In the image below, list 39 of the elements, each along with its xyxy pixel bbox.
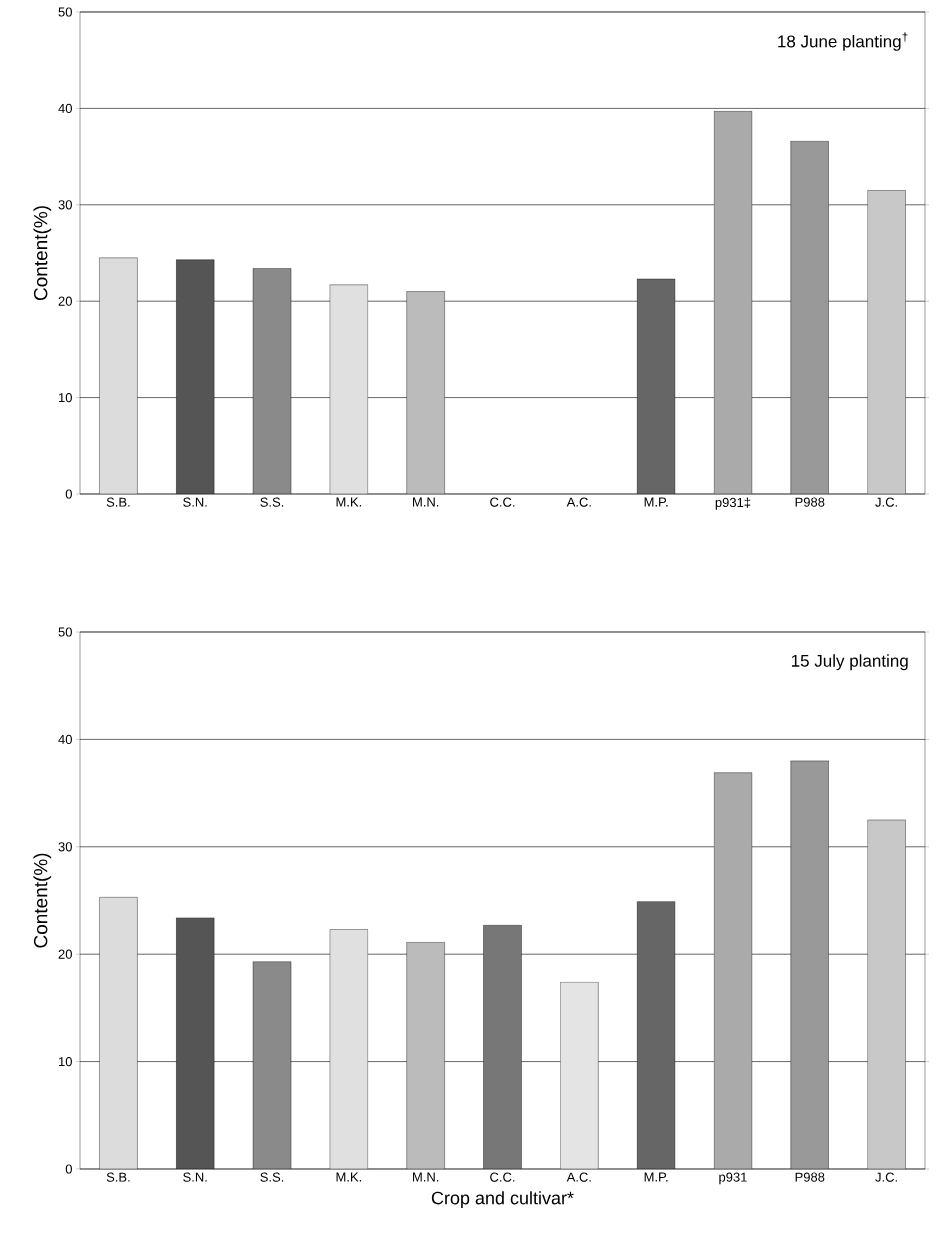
x-tick-label: S.N. (183, 497, 207, 507)
y-tick-label: 40 (58, 103, 72, 113)
annotation: 15 July planting (791, 654, 908, 671)
x-tick-label: M.N. (413, 1172, 439, 1182)
y-tick-label: 10 (59, 392, 72, 403)
y-tick-label: 30 (58, 842, 72, 852)
x-tick-label: p931‡ (715, 497, 751, 510)
x-tick-label: M.P. (644, 497, 668, 507)
x-tick-label: S.S. (260, 497, 284, 507)
y-tick-label: 0 (65, 489, 72, 499)
x-tick-label: M.N. (413, 497, 439, 507)
x-tick-label: S.B. (106, 497, 130, 507)
y-tick-label: 30 (58, 200, 72, 210)
x-tick-label: P988 (795, 497, 825, 507)
x-tick-label: J.C. (875, 1172, 897, 1182)
x-tick-label: C.C. (490, 1172, 515, 1182)
x-tick-label: p931 (719, 1172, 747, 1185)
x-tick-label: M.K. (336, 1172, 362, 1182)
y-tick-label: 20 (58, 296, 72, 306)
y-axis-title: Content(%) (33, 206, 52, 301)
x-tick-label: J.C. (875, 497, 897, 507)
x-tick-label: A.C. (566, 497, 591, 507)
y-tick-label: 0 (65, 1164, 72, 1174)
x-axis-title: Crop and cultivar* (431, 1191, 574, 1208)
x-tick-label: S.S. (260, 1172, 284, 1182)
y-axis-title: Content(%) (33, 853, 52, 948)
y-tick-label: 10 (59, 1056, 72, 1067)
y-tick-label: 50 (58, 627, 72, 637)
annotation: 18 June planting$^{†}$ (778, 32, 908, 51)
x-tick-label: S.N. (183, 1172, 207, 1182)
y-tick-label: 40 (58, 734, 72, 744)
x-tick-label: P988 (795, 1172, 825, 1182)
x-tick-label: S.B. (106, 1172, 130, 1182)
x-tick-label: A.C. (566, 1172, 591, 1182)
y-tick-label: 20 (58, 949, 72, 959)
x-tick-label: M.K. (336, 497, 362, 507)
x-tick-label: C.C. (490, 497, 515, 507)
x-tick-label: M.P. (644, 1172, 668, 1182)
y-tick-label: 50 (58, 7, 72, 17)
